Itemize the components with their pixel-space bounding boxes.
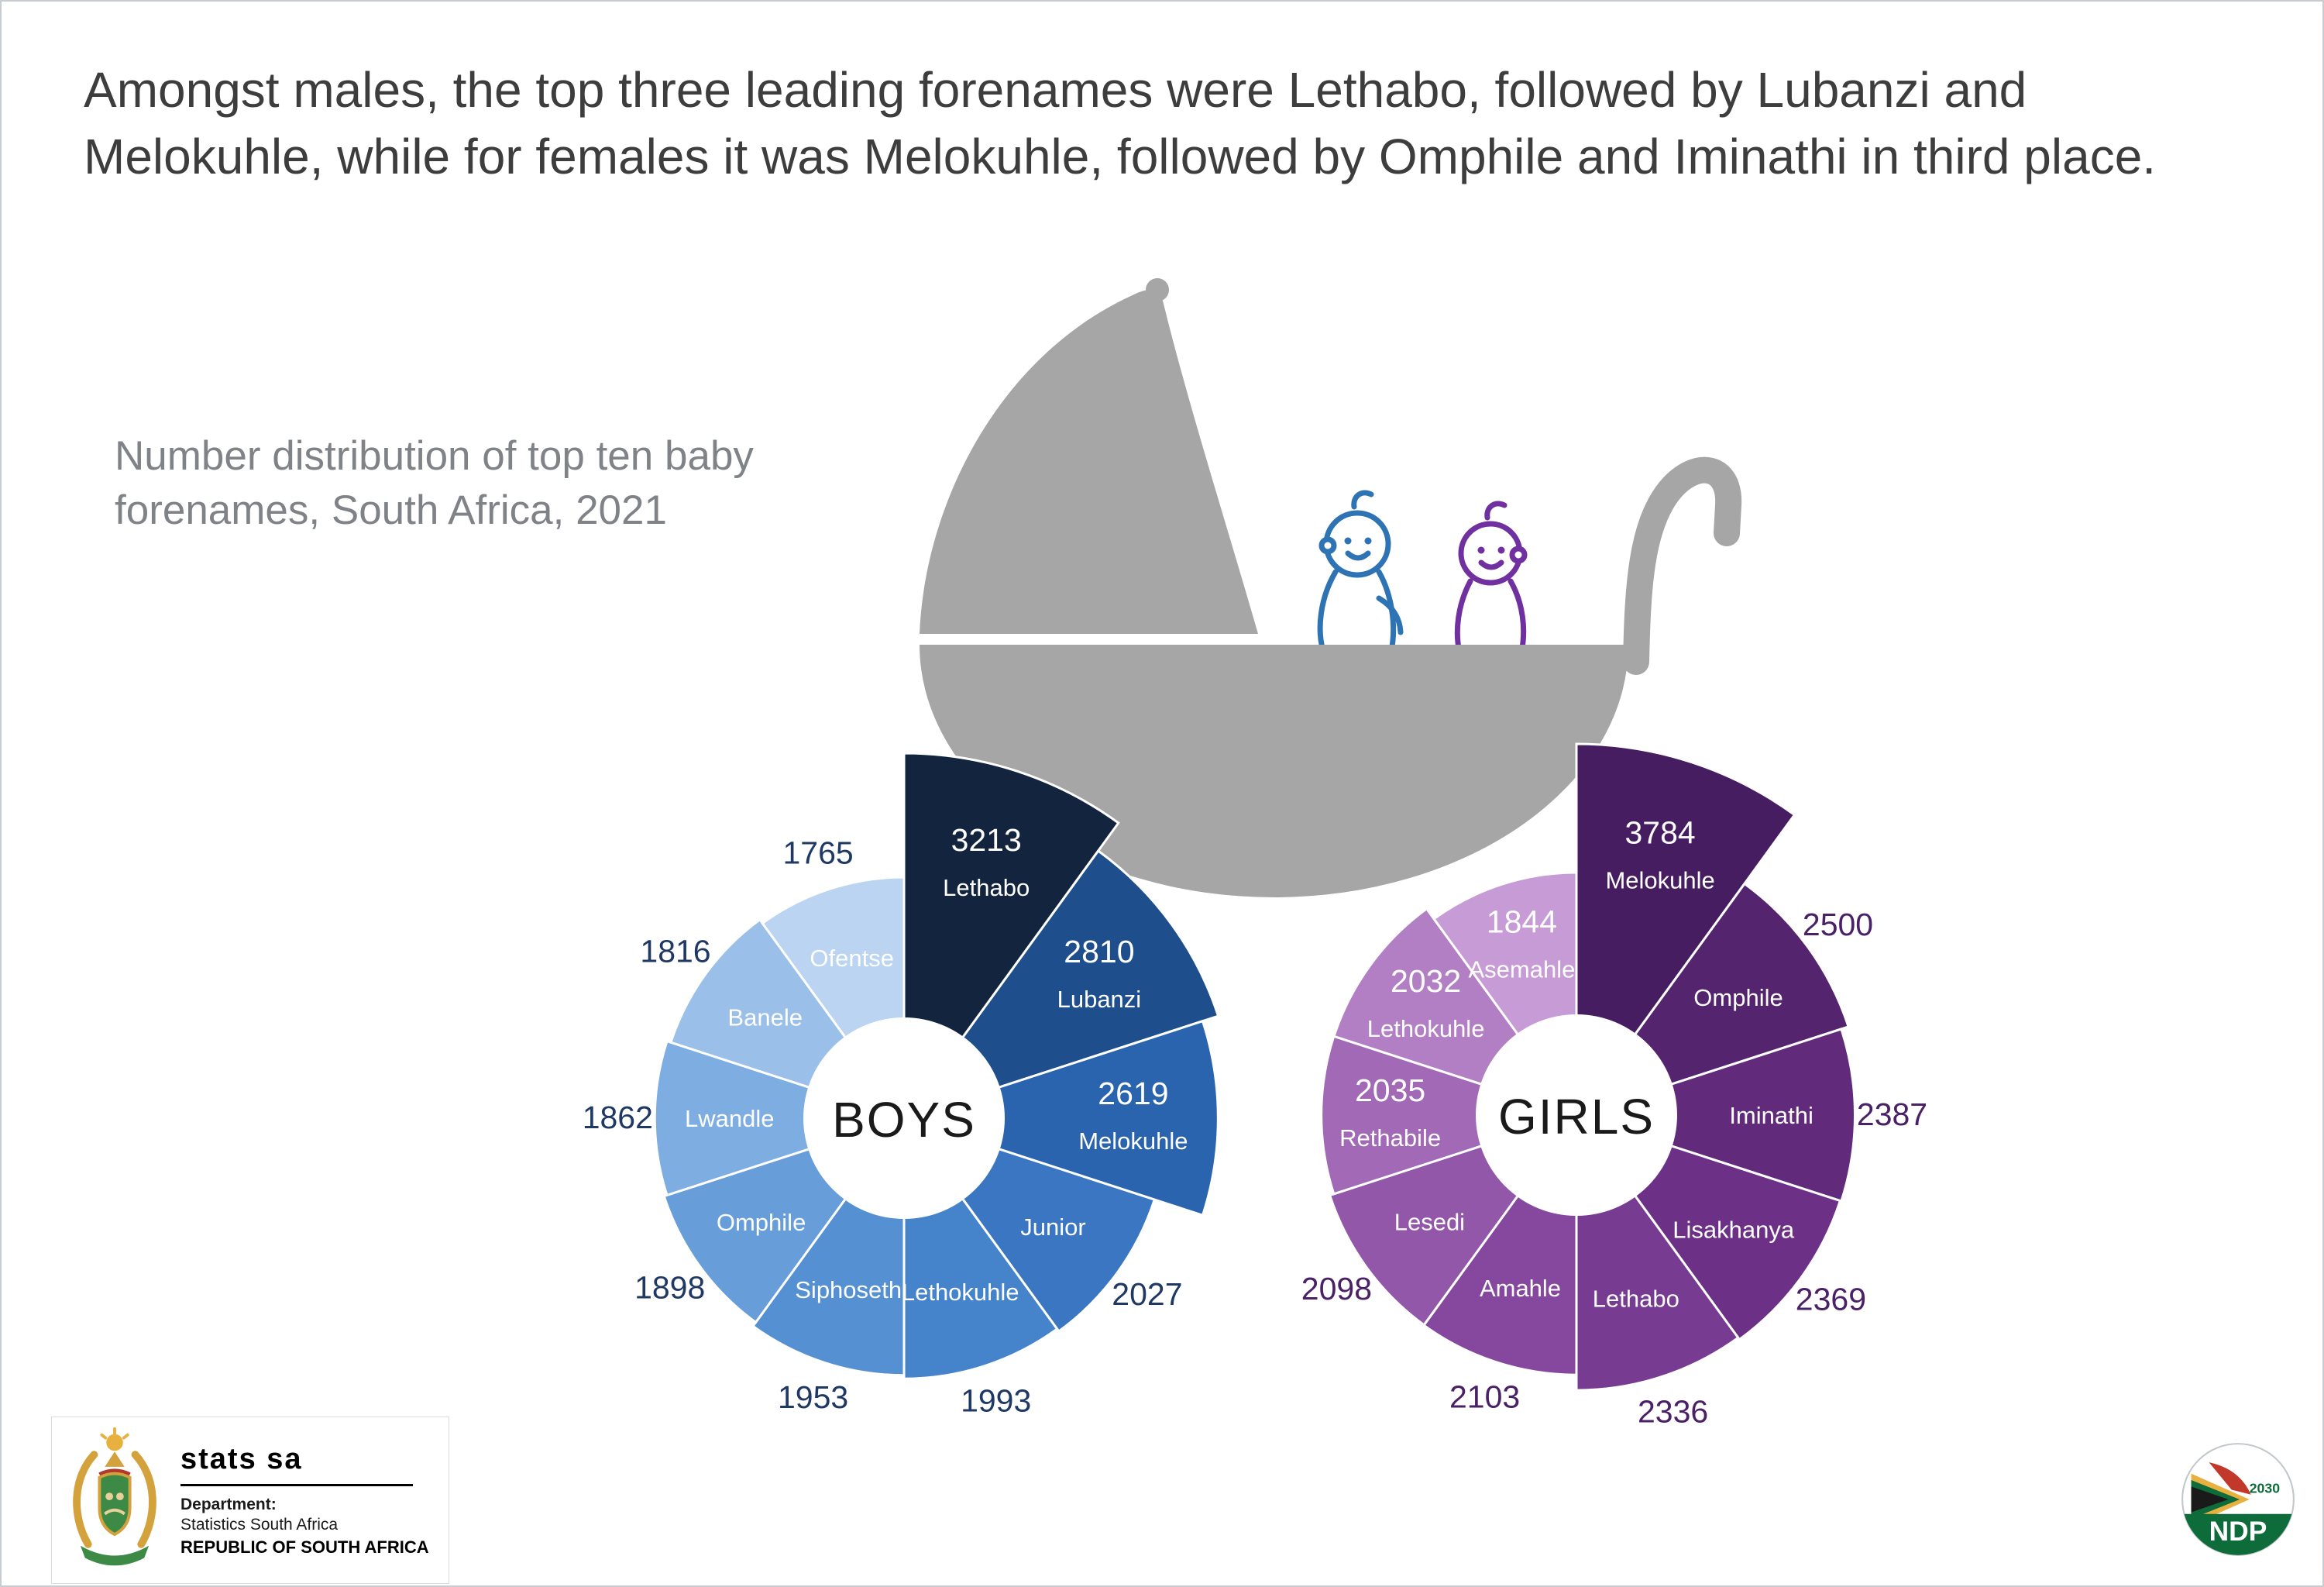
girls-value-lethokuhle: 2032 [1391, 963, 1461, 999]
boys-label-ofentse: Ofentse [810, 945, 894, 972]
boys-label-lwandle: Lwandle [685, 1105, 774, 1132]
girls-label-amahle: Amahle [1480, 1275, 1561, 1302]
girls-label-lesedi: Lesedi [1394, 1209, 1465, 1236]
girls-value-melokuhle: 3784 [1624, 814, 1695, 850]
boys-value-lethokuhle: 1993 [961, 1382, 1031, 1418]
girls-rose-chart: GIRLS 3784 Melokuhle Omphile 2500 Iminathi 238… [1301, 742, 1927, 1429]
boys-value-omphile: 1898 [634, 1270, 705, 1306]
girls-value-iminathi: 2387 [1857, 1096, 1927, 1132]
boys-label-siphoseth: Siphoseth [795, 1276, 902, 1303]
boys-rose-chart: BOYS 3213 Lethabo 2810 Lubanzi 2619 Melokuhle J… [583, 752, 1220, 1418]
boys-label-banele: Banele [727, 1004, 803, 1031]
boys-center-hole [803, 1017, 1005, 1219]
baby-icon-purple [1454, 501, 1528, 656]
girls-wedge-iminathi [1573, 1028, 1856, 1203]
boys-label-melokuhle: Melokuhle [1078, 1127, 1188, 1155]
department-label: Department: [180, 1496, 277, 1513]
girls-value-lesedi: 2098 [1301, 1271, 1372, 1306]
girls-wedge-rethabile [1320, 1034, 1580, 1196]
boys-value-ofentse: 1765 [782, 835, 853, 871]
girls-value-asemahle: 1844 [1487, 904, 1557, 940]
girls-center-hole [1476, 1014, 1677, 1216]
country-label: REPUBLIC OF SOUTH AFRICA [180, 1537, 429, 1557]
headline: Amongst males, the top three leading for… [84, 62, 2157, 184]
girls-label-rethabile: Rethabile [1339, 1124, 1441, 1152]
girls-value-lethabo: 2336 [1638, 1393, 1708, 1429]
boys-label-lubanzi: Lubanzi [1057, 986, 1142, 1013]
boys-value-melokuhle: 2619 [1098, 1076, 1168, 1111]
boys-center-label: BOYS [832, 1092, 976, 1148]
pram-handle [1623, 456, 1742, 675]
boys-label-lethabo: Lethabo [943, 874, 1030, 901]
girls-label-asemahle: Asemahle [1468, 956, 1575, 983]
boys-value-siphoseth: 1953 [778, 1379, 848, 1415]
rose-charts: BOYS 3213 Lethabo 2810 Lubanzi 2619 Melokuhle J… [583, 742, 1927, 1429]
boys-value-lubanzi: 2810 [1064, 934, 1134, 969]
girls-label-iminathi: Iminathi [1729, 1102, 1813, 1129]
girls-label-lethabo: Lethabo [1593, 1285, 1679, 1312]
boys-wedge-melokuhle [900, 1019, 1219, 1217]
boys-wedge-lubanzi [901, 849, 1220, 1121]
boys-label-junior: Junior [1020, 1213, 1085, 1241]
pram-hood-knob [1146, 278, 1169, 301]
boys-value-junior: 2027 [1112, 1276, 1182, 1312]
girls-label-melokuhle: Melokuhle [1605, 866, 1714, 893]
pram-hood [920, 290, 1258, 634]
boys-value-banele: 1816 [640, 934, 710, 969]
statssa-divider [180, 1484, 413, 1486]
boys-label-omphile: Omphile [717, 1209, 806, 1236]
girls-label-lethokuhle: Lethokuhle [1367, 1015, 1485, 1042]
girls-value-omphile: 2500 [1803, 907, 1873, 942]
girls-wedge-melokuhle [1575, 742, 1796, 1119]
girls-value-lisakhanya: 2369 [1796, 1282, 1866, 1317]
sa-coat-of-arms-icon [64, 1424, 165, 1576]
statssa-logo: stats sa Department: Statistics South Af… [51, 1417, 449, 1584]
ndp-year: 2030 [2250, 1481, 2281, 1496]
boys-wedge-lethabo [902, 752, 1120, 1122]
girls-center-label: GIRLS [1498, 1089, 1655, 1145]
girls-label-omphile: Omphile [1693, 984, 1783, 1011]
department-name: Statistics South Africa [180, 1516, 339, 1534]
boys-value-lethabo: 3213 [951, 822, 1022, 858]
ndp-band [2184, 1513, 2292, 1555]
statssa-wordmark: stats sa [180, 1443, 303, 1475]
girls-value-rethabile: 2035 [1355, 1072, 1425, 1108]
ndp-black-wedge [2191, 1486, 2229, 1513]
ndp-label: NDP [2209, 1516, 2267, 1547]
ndp-logo: 2030 NDP [2180, 1441, 2296, 1558]
ndp-red-swoosh [2209, 1462, 2251, 1495]
boys-wedge-lwandle [653, 1039, 908, 1197]
boys-label-lethokuhle: Lethokuhle [902, 1279, 1019, 1306]
boys-value-lwandle: 1862 [583, 1100, 653, 1135]
girls-label-lisakhanya: Lisakhanya [1673, 1216, 1795, 1243]
chart-caption: Number distribution of top ten baby fore… [115, 433, 754, 533]
baby-icon-blue [1317, 490, 1404, 654]
girls-value-amahle: 2103 [1449, 1379, 1520, 1414]
